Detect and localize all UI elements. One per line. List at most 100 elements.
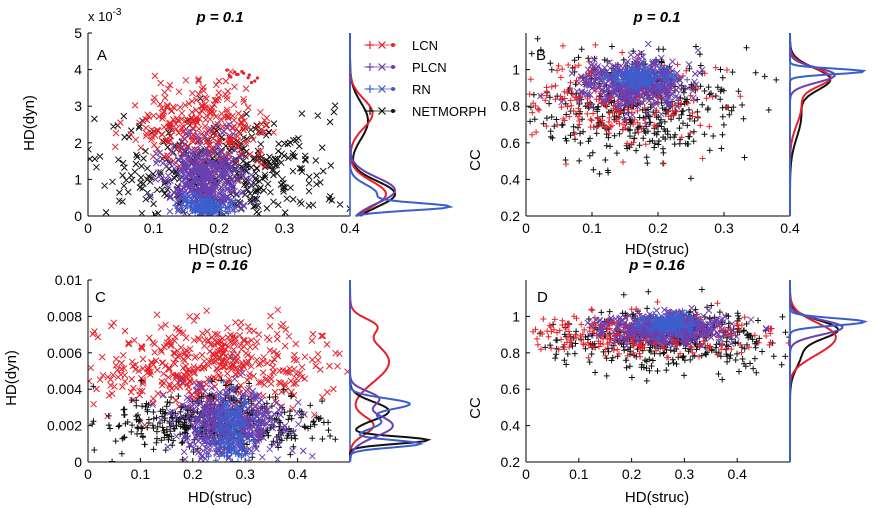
legend-label-lcn: LCN: [412, 38, 438, 53]
panel-d: p = 0.16 D HD(struc) CC: [467, 257, 689, 506]
panel-b-series-netmorph: [527, 35, 780, 182]
legend-label-plcn: PLCN: [412, 60, 447, 75]
panel-a-series-rn: [172, 189, 239, 216]
panel-d-title: p = 0.16: [628, 257, 685, 274]
panel-a-lcn-point: [233, 70, 237, 74]
panel-c-marginal-rn: [349, 280, 424, 462]
panel-a-y-exponent-power: -3: [113, 7, 122, 18]
panel-d-xtick-label: 0.4: [727, 466, 747, 482]
panel-b-ytick-label: 0.4: [501, 171, 521, 187]
panel-b-series-rn: [583, 58, 691, 92]
legend-item-plcn: PLCN: [364, 60, 447, 75]
panel-b-label: B: [536, 47, 546, 64]
panel-c-ytick-label: 0.008: [47, 308, 82, 324]
panel-b-xtick-label: 0.3: [714, 220, 734, 236]
legend-item-lcn: LCN: [364, 38, 438, 53]
panel-a-xtick-label: 0.3: [275, 220, 295, 236]
panel-d-series-rn: [634, 307, 702, 341]
panel-a-plot-area: 0 0.1 0.2 0.3 0.4 0 1 2 3 4 5: [74, 25, 360, 236]
panel-d-ytick-label: 0.8: [501, 345, 521, 361]
legend-symbol-lcn: [364, 41, 396, 49]
panel-d-plot-area: 0 0.1 0.2 0.3 0.4 0.2 0.4 0.6 0.8 1: [501, 280, 790, 482]
panel-a-marginal-lcn: [349, 33, 388, 217]
panel-a: p = 0.1 A HD(struc) HD(dyn) x 10-3: [21, 7, 252, 258]
panel-a-marginal-rn: [349, 33, 454, 217]
panel-d-ytick-label: 1: [512, 308, 520, 324]
panel-a-label: A: [97, 47, 107, 64]
panel-a-marginal: [349, 33, 454, 217]
panel-c-series-lcn: [88, 306, 350, 433]
panel-c-title: p = 0.16: [191, 257, 248, 274]
legend-symbol-rn: [364, 85, 396, 93]
panel-a-series-plcn: [147, 120, 259, 216]
panel-b-xtick-label: 0: [522, 220, 530, 236]
panel-c-marginal-netmorph: [349, 280, 432, 462]
legend-label-rn: RN: [412, 82, 431, 97]
panel-d-label: D: [537, 289, 548, 306]
panel-b-ytick-label: 0.8: [501, 98, 521, 114]
panel-c-ytick-label: 0.01: [55, 272, 82, 288]
panel-c-ytick-label: 0: [74, 454, 82, 470]
panel-a-lcn-point: [235, 72, 239, 76]
panel-b-xlabel: HD(struc): [625, 241, 689, 258]
panel-d-xtick-label: 0: [522, 466, 530, 482]
legend-label-netmorph: NETMORPH: [412, 104, 486, 119]
panel-d-marginal: [789, 280, 868, 462]
panel-a-series-lcn: [111, 68, 277, 185]
panel-d-xtick-label: 0.2: [622, 466, 642, 482]
legend-item-rn: RN: [364, 82, 431, 97]
panel-a-lcn-point: [255, 76, 260, 80]
panel-d-ytick-label: 0.6: [501, 381, 521, 397]
panel-a-title: p = 0.1: [195, 9, 243, 26]
panel-a-y-exponent-base: x 10: [88, 9, 113, 24]
panel-a-lcn-point: [227, 74, 232, 78]
panel-d-marginal-netmorph: [789, 280, 840, 462]
panel-d-marginal-lcn: [789, 280, 837, 462]
panel-c-ytick-label: 0.006: [47, 345, 82, 361]
panel-b-marginal: [789, 33, 867, 216]
panel-b-xtick-label: 0.1: [582, 220, 602, 236]
panel-c-xtick-label: 0.4: [288, 466, 308, 482]
panel-c-ylabel: HD(dyn): [3, 350, 20, 406]
panel-a-xtick-label: 0.1: [144, 220, 164, 236]
panel-c-xtick-label: 0.2: [183, 466, 203, 482]
panel-d-marginal-rn: [789, 280, 868, 462]
panel-b-ytick-label: 0.6: [501, 135, 521, 151]
panel-d-ytick-label: 0.4: [501, 418, 521, 434]
panel-b-marginal-rn: [789, 33, 867, 216]
panel-d-xtick-label: 0.3: [675, 466, 695, 482]
panel-a-lcn-point: [249, 80, 254, 85]
panel-c-xtick-label: 0.1: [131, 466, 151, 482]
panel-d-marginal-plcn: [789, 280, 844, 462]
panel-c-ytick-label: 0.002: [47, 418, 82, 434]
panel-a-xlabel: HD(struc): [188, 241, 252, 258]
panel-a-lcn-point: [246, 76, 250, 80]
panel-a-lcn-point: [240, 70, 244, 74]
panel-a-lcn-point: [253, 79, 257, 83]
panel-a-y-exponent: x 10-3: [88, 7, 122, 24]
panel-b: p = 0.1 B HD(struc) CC: [467, 9, 689, 258]
panel-a-ytick-label: 2: [74, 135, 82, 151]
panel-d-xtick-label: 0.1: [569, 466, 589, 482]
panel-a-lcn-point: [247, 73, 251, 77]
panel-a-ytick-label: 5: [74, 25, 82, 41]
legend: LCN PLCN RN NETMORPH: [364, 38, 486, 119]
panel-a-lcn-outliers: [225, 68, 260, 85]
legend-symbol-netmorph: [364, 107, 396, 115]
panel-c-marginal: [349, 280, 432, 462]
panel-c-plot-area: 0 0.1 0.2 0.3 0.4 0 0.002 0.004 0.006 0.008 0.01: [47, 272, 350, 482]
panel-d-xlabel: HD(struc): [625, 489, 689, 506]
panel-b-xtick-label: 0.2: [648, 220, 668, 236]
panel-a-xtick-label: 0: [84, 220, 92, 236]
panel-c-ytick-label: 0.004: [47, 381, 82, 397]
panel-c-series-rn: [196, 354, 260, 462]
panel-d-ylabel: CC: [467, 397, 484, 419]
panel-a-xtick-label: 0.4: [340, 220, 360, 236]
legend-item-netmorph: NETMORPH: [364, 104, 486, 119]
panel-b-title: p = 0.1: [632, 9, 680, 26]
panel-a-ytick-label: 1: [74, 171, 82, 187]
panel-a-xtick-label: 0.2: [209, 220, 229, 236]
panel-a-ytick-label: 4: [74, 62, 82, 78]
panel-d-ytick-label: 0.2: [501, 454, 521, 470]
